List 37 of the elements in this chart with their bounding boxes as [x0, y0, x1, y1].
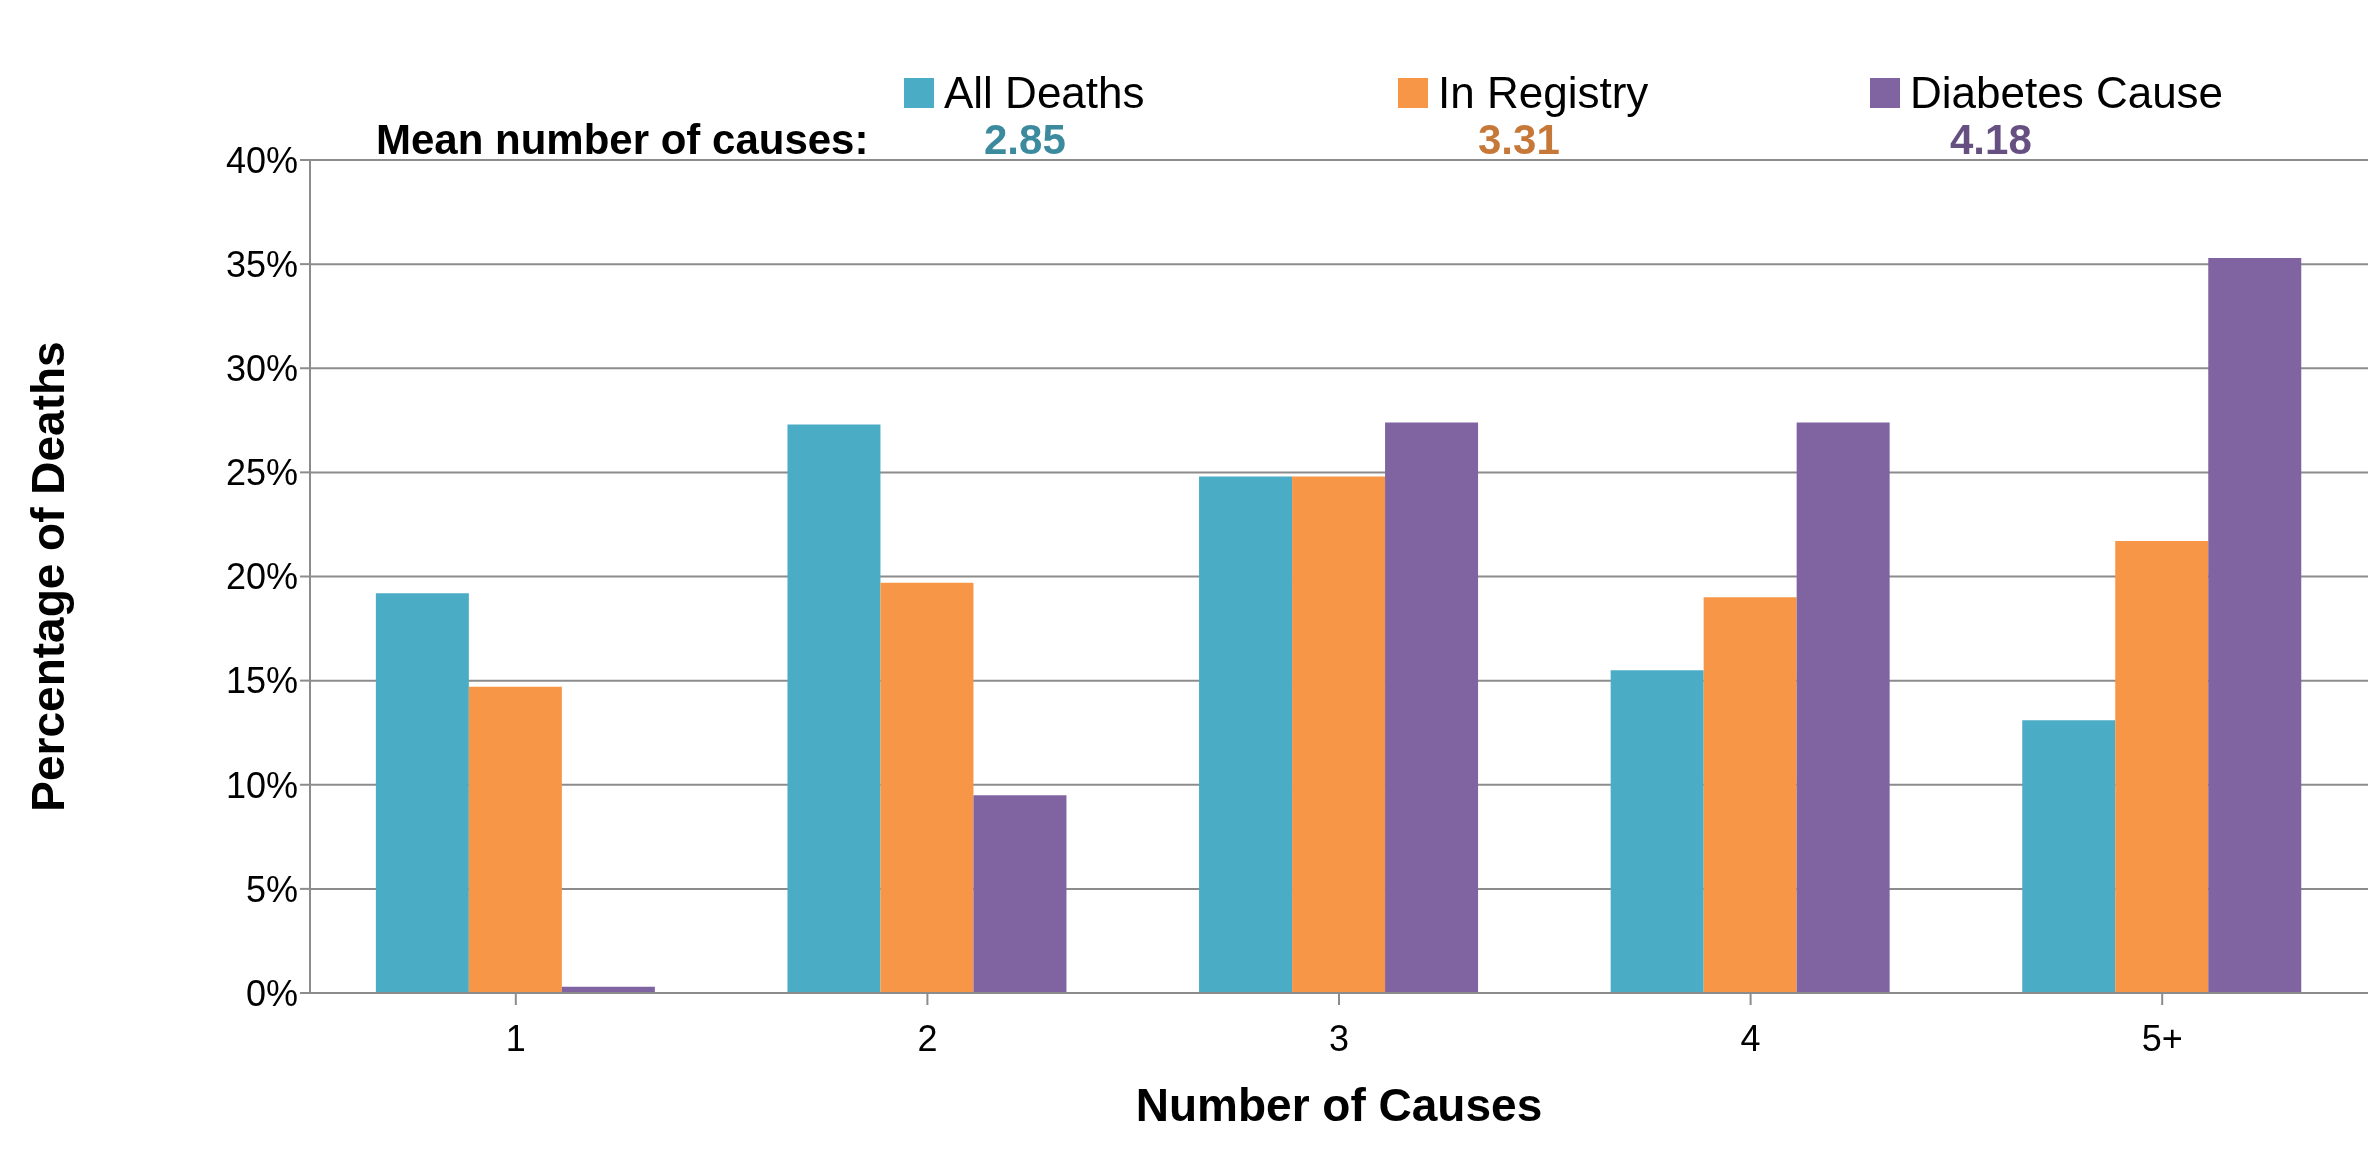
y-tick-label: 25% [225, 452, 298, 494]
bar [973, 795, 1067, 993]
annotation: 2.85 [984, 116, 1066, 164]
bar [1610, 670, 1704, 993]
x-tick-label: 2 [917, 1017, 938, 1059]
x-axis-title: Number of Causes [1135, 1079, 1543, 1131]
y-tick-label: 30% [225, 348, 298, 390]
legend-label: Diabetes Cause [1910, 68, 2224, 118]
x-tick-label: 1 [505, 1017, 526, 1059]
y-axis-title: Percentage of Deaths [22, 341, 75, 812]
bar [375, 593, 469, 993]
y-tick-label: 40% [225, 139, 298, 181]
annotation: 3.31 [1478, 116, 1560, 164]
bar [1703, 597, 1797, 993]
x-tick-label: 3 [1328, 1017, 1350, 1059]
x-tick-label: 5+ [2141, 1017, 2183, 1059]
bar [1292, 476, 1386, 993]
y-tick-label: 35% [225, 243, 298, 285]
bar [1796, 422, 1890, 993]
bar [1199, 476, 1293, 993]
bar [2115, 541, 2209, 993]
y-tick-label: 20% [225, 556, 298, 598]
bar [787, 424, 881, 993]
y-tick-label: 0% [245, 972, 298, 1014]
legend-label: All Deaths [944, 68, 1145, 118]
bar [468, 686, 562, 993]
x-tick-label: 4 [1740, 1017, 1761, 1059]
bar [2208, 257, 2302, 993]
y-tick-label: 10% [225, 764, 298, 806]
annotation: 4.18 [1950, 116, 2032, 164]
annotation: Mean number of causes: [376, 116, 869, 164]
legend-label: In Registry [1438, 68, 1649, 118]
bar [880, 582, 974, 993]
bar [2022, 720, 2116, 993]
bar [1385, 422, 1479, 993]
y-tick-label: 15% [225, 660, 298, 702]
y-tick-label: 5% [245, 868, 298, 910]
